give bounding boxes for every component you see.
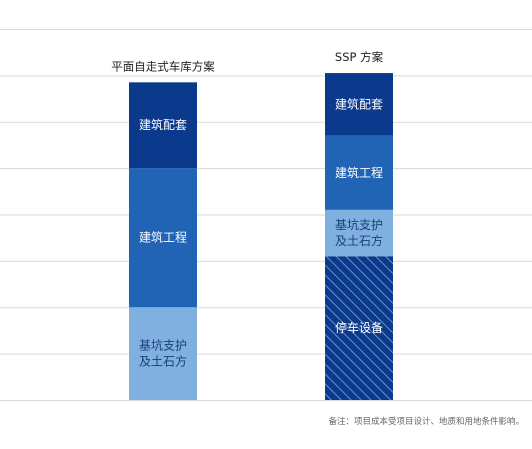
segment-label: 停车设备 <box>335 320 383 335</box>
segment-label: 建筑配套 <box>139 117 187 132</box>
segment-label: 基坑支护 <box>139 338 187 353</box>
bar-segment <box>325 256 393 400</box>
bar-segment <box>129 168 197 308</box>
bar-segment <box>325 209 393 257</box>
category-label: SSP 方案 <box>335 50 384 64</box>
bar-segment <box>129 82 197 169</box>
segment-label: 及土石方 <box>139 354 187 369</box>
category-label: 平面自走式车库方案 <box>111 59 215 73</box>
segment-label: 建筑配套 <box>335 96 383 111</box>
bar-titles: 平面自走式车库方案 SSP 方案 <box>111 50 383 73</box>
bar-segment <box>129 307 197 400</box>
bar-segment <box>325 135 393 210</box>
footnote: 备注：项目成本受项目设计、地质和用地条件影响。 <box>328 416 524 427</box>
segment-label: 及土石方 <box>335 233 383 248</box>
segment-label: 基坑支护 <box>335 217 383 232</box>
gridlines <box>0 29 532 401</box>
segment-label: 建筑工程 <box>139 230 187 245</box>
bar-segment <box>325 73 393 136</box>
segment-label: 建筑工程 <box>335 165 383 180</box>
